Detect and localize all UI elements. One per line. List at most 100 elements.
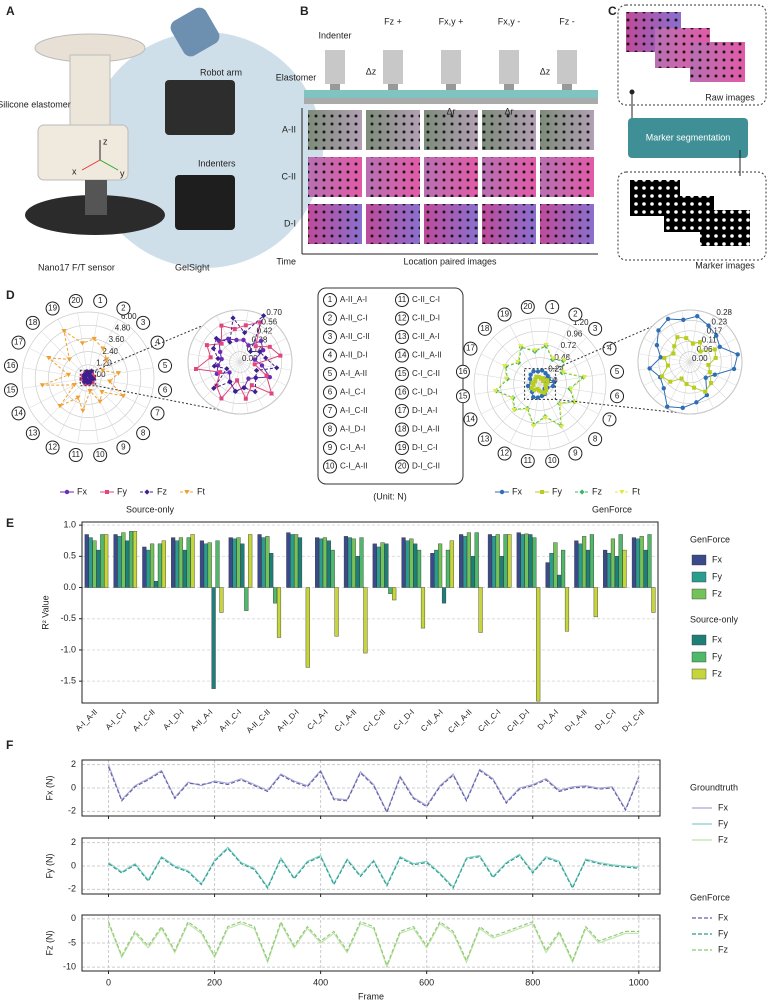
spoke-circle	[136, 315, 151, 330]
pair-name: C-II_C-I	[412, 295, 440, 304]
radar-point	[703, 375, 708, 380]
bar	[286, 532, 291, 588]
label: Silicone elastomer	[0, 99, 71, 109]
bar	[574, 540, 579, 588]
radar-point	[218, 370, 223, 375]
radar-point	[253, 344, 258, 349]
bar	[219, 587, 224, 613]
radar-line	[212, 315, 278, 393]
radar-line	[494, 344, 586, 428]
spoke-label: 9	[573, 449, 578, 458]
legend-label: Fy	[552, 486, 562, 496]
spoke	[231, 361, 241, 414]
row-label: C-II	[282, 171, 297, 181]
bar	[265, 536, 270, 588]
radar-point	[260, 347, 266, 353]
series-line	[108, 846, 639, 889]
spoke-label: 18	[480, 324, 489, 333]
radar-point	[679, 376, 684, 381]
indenter	[499, 50, 519, 84]
radar-point	[560, 370, 566, 375]
radar-point	[543, 384, 548, 389]
label: Robot arm	[200, 67, 242, 77]
spoke	[681, 361, 691, 414]
bar	[593, 587, 598, 618]
pair-name: A-II_D-I	[340, 351, 368, 360]
number-circle	[395, 293, 409, 307]
spoke-label: 15	[459, 391, 468, 400]
y-axis-label: R² Value	[40, 595, 50, 629]
radar-point	[234, 337, 239, 343]
indenter-tip	[330, 84, 340, 90]
panel-label: A	[6, 4, 15, 18]
spoke-label: 19	[48, 304, 57, 313]
indenter-tip	[504, 84, 514, 90]
pair-name: C-I_A-I	[340, 443, 365, 452]
ring	[500, 344, 580, 424]
tactile-markers	[366, 110, 420, 150]
pair-number: 13	[398, 332, 407, 341]
number-circle	[323, 422, 337, 437]
spoke-circle	[520, 299, 535, 314]
panel-b: Indenter Elastomer Time Location paired …	[276, 30, 598, 266]
x-tick-label: 200	[207, 977, 222, 987]
tactile-markers	[308, 110, 362, 150]
radar-point	[731, 366, 737, 372]
radar-point	[530, 423, 536, 429]
radar-point	[690, 341, 695, 346]
radar-point	[258, 338, 264, 344]
radar-point	[219, 396, 224, 401]
legend-label: Fz	[592, 486, 602, 496]
radar-point	[684, 382, 689, 387]
radar-point	[90, 376, 97, 382]
robot-arm	[170, 7, 220, 57]
radar-point	[706, 323, 711, 328]
bar	[651, 587, 656, 613]
pair-number: 3	[328, 332, 333, 341]
tactile-markers	[424, 110, 478, 150]
radar-point	[529, 386, 534, 391]
radar-point	[79, 377, 84, 382]
ring	[648, 320, 732, 404]
spoke	[22, 367, 89, 379]
bar	[449, 540, 454, 588]
spoke	[203, 361, 241, 399]
x-tick-label: A-II_C-II	[245, 708, 272, 735]
radar-point	[535, 369, 541, 374]
elastomer-strip	[304, 90, 598, 98]
bar	[499, 556, 504, 588]
legend-label: Fz	[718, 834, 728, 844]
r-tick-label: 4.80	[115, 323, 131, 332]
radar-point	[535, 386, 540, 391]
tactile-markers	[482, 204, 536, 244]
number-circle	[395, 422, 409, 437]
spoke	[643, 361, 691, 386]
radar-point	[684, 336, 689, 341]
bar	[157, 543, 162, 588]
y-tick-label: 2	[71, 759, 76, 769]
bar	[405, 540, 410, 588]
panel-label: E	[6, 516, 14, 530]
radar-point	[656, 328, 661, 333]
radar-point	[120, 393, 126, 399]
radar-point	[695, 313, 700, 319]
legend-title: GenForce	[690, 892, 730, 902]
radar-point	[581, 374, 588, 380]
radar-point	[714, 333, 719, 338]
x-axis-label: Frame	[358, 991, 384, 1001]
radar-point	[246, 343, 251, 348]
radar-point	[253, 367, 260, 374]
radar-point	[559, 424, 565, 430]
axis-label: x	[72, 166, 77, 176]
bar	[430, 553, 435, 588]
bar	[417, 549, 422, 588]
radar-point	[527, 376, 533, 382]
spoke-circle	[45, 440, 60, 455]
radar-point	[227, 379, 233, 385]
pair-number: 15	[398, 369, 407, 378]
pair-number: 6	[328, 388, 333, 397]
spoke	[638, 361, 691, 371]
radar-point	[88, 368, 95, 374]
bar	[100, 534, 105, 588]
radar-point	[219, 341, 224, 346]
